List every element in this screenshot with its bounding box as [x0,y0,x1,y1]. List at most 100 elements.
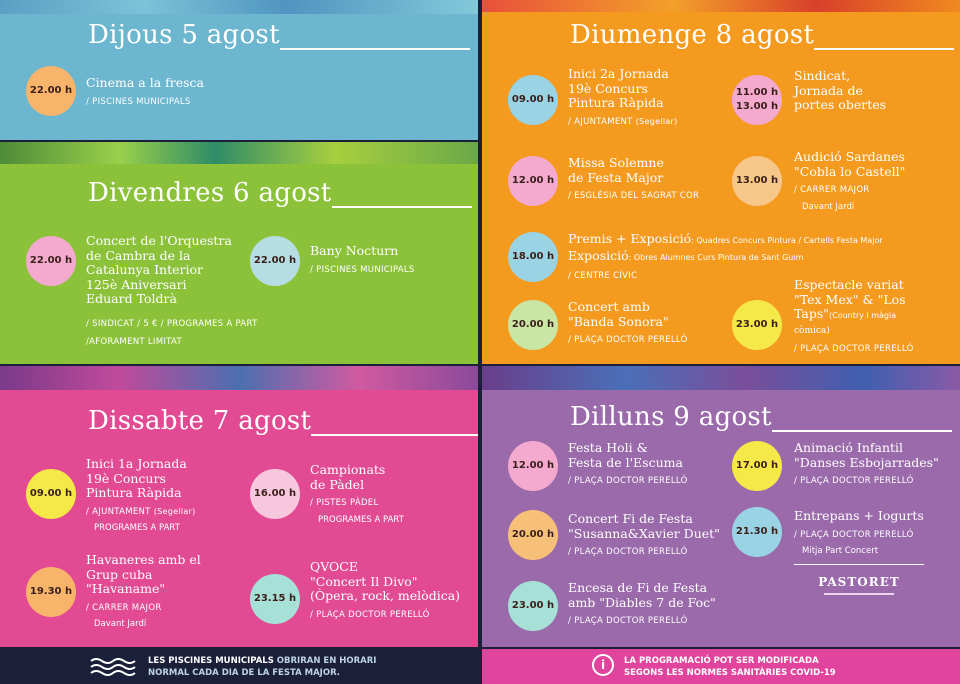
event-location: / SINDICAT / 5 € / PROGRAMES A PART [86,318,258,329]
time-badge: 22.00 h [26,236,76,286]
event-title: Premis + Exposició: Quadres Concurs Pint… [568,231,883,246]
panel-dijous: Dijous 5 agost 22.00 h Cinema a la fresc… [0,0,478,140]
pastoret-logo: PASTORET [794,564,924,595]
event-text: QVOCE "Concert Il Divo" (Òpera, rock, me… [310,559,461,622]
event-location: / CARRER MAJOR [86,602,162,613]
event-title: Bany Nocturn [310,243,399,258]
event-title: Concert Fi de Festa [568,511,693,526]
panel-dilluns: Dilluns 9 agost 12.00 h Festa Holi & Fes… [482,366,960,647]
event-location: / AJUNTAMENT (Segellar) [568,116,678,127]
event-text: Encesa de Fi de Festa amb "Diables 7 de … [568,580,716,629]
event-title: amb "Diables 7 de Foc" [568,594,716,610]
event-title: QVOCE [310,559,358,574]
event-text: Inici 2a Jornada 19è Concurs Pintura Ràp… [568,66,678,129]
event-title: "Susanna&Xavier Duet" [568,525,720,541]
event-title: Espectacle variat [794,277,904,292]
event-title: (Òpera, rock, melòdica) [310,588,461,603]
time-badge: 23.00 h [508,581,558,631]
day-title: Dijous 5 agost [88,20,470,50]
event-location: / PLAÇA DOCTOR PERELLÓ [794,529,914,540]
event-title: de Pàdel [310,476,365,492]
event-title: Taps"(Country i màgia [794,306,897,321]
event-title: Cinema a la fresca [86,75,205,90]
event-text: Sindicat, Jornada de portes obertes [794,68,886,113]
event-location-extra: PROGRAMES A PART [318,514,404,525]
paint-stroke [0,142,478,164]
event-title: Encesa de Fi de Festa [568,580,708,595]
time-badge: 18.00 h [508,232,558,282]
event-title: Concert de l'Orquestra [86,233,232,248]
event-title: Missa Solemne [568,155,664,170]
event-location-extra: Mitja Part Concert [802,546,879,556]
footer-left: LES PISCINES MUNICIPALS OBRIRAN EN HORAR… [0,649,478,684]
time-badge: 22.00 h [26,66,76,116]
event-title: "Banda Sonora" [568,313,669,329]
time-badge: 23.00 h [732,300,782,350]
event-location: / PLAÇA DOCTOR PERELLÓ [794,344,914,354]
waves-icon [90,658,136,680]
event-title: 19è Concurs [86,470,166,486]
event-title: Eduard Toldrà [86,291,177,306]
info-icon: i [592,654,614,676]
time-badge: 20.00 h [508,300,558,350]
event-text: Animació Infantil "Danses Esbojarrades" … [794,440,939,489]
panel-diumenge: Diumenge 8 agost 09.00 h Inici 2a Jornad… [482,0,960,364]
event-title: Campionats [310,462,386,477]
paint-stroke [0,0,478,14]
event-title: "Tex Mex" & "Los [794,291,906,307]
event-title: de Festa Major [568,169,664,185]
event-title: Havaneres amb el [86,552,201,567]
event-location: / CARRER MAJOR [794,185,870,195]
event-location: / PLAÇA DOCTOR PERELLÓ [568,616,688,626]
event-title: Festa de l'Escuma [568,454,683,470]
time-badge: 12.00 h [508,156,558,206]
time-badge: 09.00 h [508,75,558,125]
event-text: Festa Holi & Festa de l'Escuma / PLAÇA D… [568,440,688,489]
logo-text: PASTORET [818,575,900,589]
event-text: Bany Nocturn / PISCINES MUNICIPALS [310,243,415,277]
day-title: Diumenge 8 agost [570,20,955,50]
event-title: 19è Concurs [568,80,648,96]
event-location: / PLAÇA DOCTOR PERELLÓ [794,476,914,486]
footer-right: i LA PROGRAMACIÓ POT SER MODIFICADA SEGO… [482,649,960,684]
panel-dissabte: Dissabte 7 agost 09.00 h Inici 1a Jornad… [0,366,478,647]
panel-divendres: Divendres 6 agost 22.00 h Concert de l'O… [0,142,478,364]
event-location: / PISCINES MUNICIPALS [310,264,415,275]
event-location: / PISTES PÀDEL [310,498,379,508]
time-badge: 13.00 h [732,156,782,206]
event-text: Audició Sardanes "Cobla lo Castell" / CA… [794,149,905,214]
event-text: Concert amb "Banda Sonora" / PLAÇA DOCTO… [568,299,688,348]
event-location-extra: Davant Jardí [94,619,147,629]
event-text: Entrepans + Iogurts / PLAÇA DOCTOR PEREL… [794,508,924,559]
event-location: / PISCINES MUNICIPALS [86,96,191,107]
event-location: / CENTRE CÍVIC [568,271,638,281]
event-text: Concert de l'Orquestra de Cambra de la C… [86,233,258,350]
time-badge: 11.00 h 13.00 h [732,75,782,125]
logo-ornament [824,593,894,595]
event-title: Grup cuba [86,566,153,582]
title-underline [331,206,472,208]
event-title: Festa Holi & [568,440,648,455]
paint-stroke [0,366,478,390]
title-underline [279,48,470,50]
title-underline [771,430,952,432]
time-badge: 17.00 h [732,441,782,491]
event-title: Audició Sardanes [794,149,905,164]
paint-stroke [482,366,960,390]
event-title: Pintura Ràpida [86,485,182,500]
event-location: /AFORAMENT LIMITAT [86,337,182,347]
event-text: Inici 1a Jornada 19è Concurs Pintura Ràp… [86,456,196,536]
event-title: 125è Aniversari [86,276,187,292]
event-title: Concert amb [568,299,650,314]
time-badge: 09.00 h [26,469,76,519]
event-title: Sindicat, [794,68,851,83]
event-location-extra: PROGRAMES A PART [94,523,180,533]
event-title: de Cambra de la [86,247,191,263]
event-text: Havaneres amb el Grup cuba "Havaname" / … [86,552,201,632]
event-location: / PLAÇA DOCTOR PERELLÓ [568,547,688,557]
footer-covid-note: LA PROGRAMACIÓ POT SER MODIFICADA SEGONS… [624,656,836,678]
paint-stroke [482,0,960,12]
event-text: Campionats de Pàdel / PISTES PÀDEL PROGR… [310,462,404,527]
event-title: Inici 1a Jornada [86,456,187,471]
event-title: "Concert Il Divo" [310,573,418,589]
